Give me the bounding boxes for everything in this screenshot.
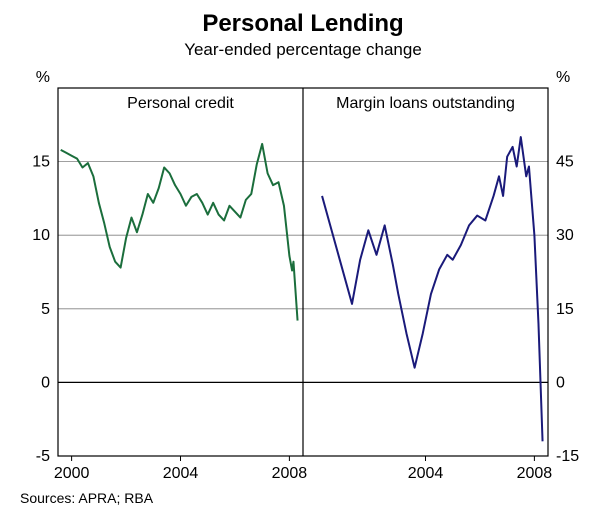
svg-text:10: 10 [32, 227, 50, 244]
svg-text:2004: 2004 [163, 465, 199, 482]
svg-text:5: 5 [41, 301, 50, 318]
svg-text:Personal credit: Personal credit [127, 95, 234, 112]
svg-text:15: 15 [32, 154, 50, 171]
svg-text:0: 0 [556, 374, 565, 391]
svg-text:2008: 2008 [272, 465, 308, 482]
svg-text:2000: 2000 [54, 465, 90, 482]
svg-text:%: % [36, 69, 50, 86]
svg-text:45: 45 [556, 154, 574, 171]
svg-text:%: % [556, 69, 570, 86]
chart-container: Personal Lending Year-ended percentage c… [0, 0, 606, 514]
svg-text:-15: -15 [556, 448, 579, 465]
svg-text:0: 0 [41, 374, 50, 391]
svg-text:30: 30 [556, 227, 574, 244]
svg-text:Margin loans outstanding: Margin loans outstanding [336, 95, 515, 112]
chart-sources: Sources: APRA; RBA [20, 490, 153, 506]
svg-text:2008: 2008 [517, 465, 553, 482]
svg-text:15: 15 [556, 301, 574, 318]
svg-text:-5: -5 [36, 448, 50, 465]
chart-svg: -5 0 5 10 15% -15 0 15 30 45% 2000 2004 2008 2004 2008… [0, 0, 606, 514]
svg-text:2004: 2004 [408, 465, 444, 482]
